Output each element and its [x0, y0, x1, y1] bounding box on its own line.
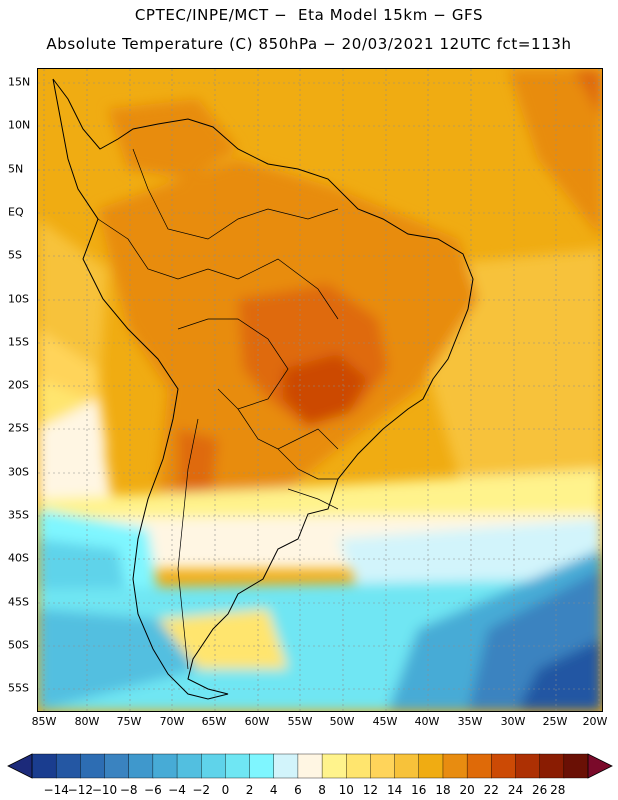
colorbar-swatch — [418, 753, 444, 779]
colorbar-high-arrow — [587, 753, 613, 779]
lat-label: 20S — [8, 378, 29, 392]
colorbar-swatch — [539, 753, 565, 779]
lon-label: 30W — [500, 715, 526, 728]
colorbar-swatch — [249, 753, 275, 779]
colorbar-swatch — [104, 753, 130, 779]
colorbar-label: 12 — [362, 783, 379, 797]
colorbar-label: −4 — [168, 783, 186, 797]
lat-label: 10N — [8, 118, 31, 132]
colorbar-swatch — [515, 753, 541, 779]
graticule — [38, 69, 602, 711]
lon-label: 80W — [74, 715, 100, 728]
colorbar-label: −2 — [192, 783, 211, 797]
title-line-1: CPTEC/INPE/MCT − Eta Model 15km − GFS — [134, 6, 484, 24]
colorbar-swatch — [55, 753, 81, 779]
colorbar-label: 26 — [532, 783, 548, 797]
lat-label: 40S — [8, 551, 29, 565]
lat-label: 5S — [8, 248, 22, 262]
colorbar-label: 0 — [221, 783, 230, 797]
colorbar-swatch — [466, 753, 492, 779]
colorbar-label: 24 — [507, 783, 524, 797]
colorbar-swatch — [176, 753, 202, 779]
lat-label: 25S — [8, 421, 29, 435]
lon-label: 55W — [287, 715, 313, 728]
coastlines — [52, 78, 474, 700]
colorbar-label: 22 — [483, 783, 499, 797]
colorbar-swatch — [225, 753, 251, 779]
colorbar-swatch — [297, 753, 323, 779]
lat-label: 50S — [8, 638, 29, 652]
colorbar-swatch — [346, 753, 371, 779]
lon-label: 45W — [372, 715, 398, 728]
colorbar-label: 8 — [318, 783, 326, 797]
colorbar-label: 14 — [386, 783, 403, 797]
colorbar-swatch — [31, 753, 57, 779]
colorbar-swatch — [563, 753, 589, 779]
lat-label: 10S — [8, 292, 29, 306]
lon-label: 40W — [414, 715, 440, 728]
lon-label: 85W — [31, 715, 57, 728]
colorbar-label: −10 — [91, 783, 118, 797]
colorbar-swatch — [152, 753, 178, 779]
colorbar-swatch — [321, 753, 347, 779]
colorbar-low-arrow — [7, 753, 33, 779]
colorbar-label: −12 — [67, 783, 93, 797]
colorbar-swatch — [273, 753, 299, 779]
lat-label: 15S — [8, 335, 29, 349]
colorbar-swatch — [370, 753, 396, 779]
lon-label: 70W — [159, 715, 185, 728]
colorbar-label: −8 — [119, 783, 138, 797]
colorbar-label: 20 — [459, 783, 475, 797]
colorbar-swatches — [31, 753, 589, 779]
colorbar-label: 28 — [550, 783, 566, 797]
map-canvas — [38, 69, 602, 711]
colorbar-label: −14 — [43, 783, 69, 797]
colorbar-label: 6 — [294, 783, 302, 797]
lat-label: 55S — [8, 681, 29, 695]
temperature-map[interactable] — [37, 68, 603, 712]
colorbar-swatch — [128, 753, 154, 779]
lon-label: 25W — [542, 715, 568, 728]
colorbar-label: 10 — [338, 783, 354, 797]
colorbar-label: 18 — [435, 783, 451, 797]
colorbar — [7, 753, 613, 779]
colorbar-swatch — [491, 753, 516, 779]
lat-label: 35S — [8, 508, 29, 522]
lat-label: 15N — [8, 75, 31, 89]
colorbar-label: −6 — [144, 783, 162, 797]
title-line-2: Absolute Temperature (C) 850hPa − 20/03/… — [46, 35, 572, 53]
lat-label: 30S — [8, 465, 29, 479]
lon-label: 20W — [582, 715, 608, 728]
lon-label: 60W — [244, 715, 270, 728]
lat-label: 5N — [8, 162, 24, 176]
colorbar-label: 4 — [269, 783, 278, 797]
colorbar-swatch — [201, 753, 226, 779]
colorbar-swatch — [442, 753, 468, 779]
country-borders — [97, 148, 339, 670]
lat-label: 45S — [8, 595, 29, 609]
colorbar-label: 16 — [411, 783, 427, 797]
lon-label: 50W — [329, 715, 355, 728]
lon-label: 35W — [457, 715, 483, 728]
lon-label: 75W — [116, 715, 142, 728]
colorbar-swatch — [80, 753, 106, 779]
colorbar-label: 2 — [245, 783, 254, 797]
lon-label: 65W — [201, 715, 227, 728]
lat-label: EQ — [8, 205, 24, 219]
colorbar-swatch — [394, 753, 420, 779]
